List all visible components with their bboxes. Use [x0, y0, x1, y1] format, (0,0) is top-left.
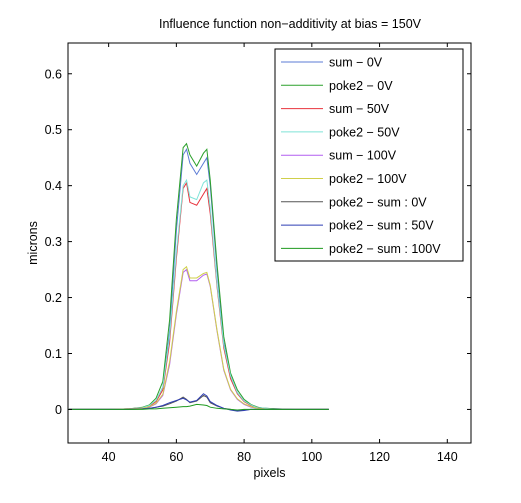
x-tick-label-3: 100: [301, 450, 322, 464]
y-tick-label-3: 0.3: [45, 235, 62, 249]
y-tick-label-0: 0: [55, 403, 62, 417]
legend-label-1: poke2 − 0V: [329, 79, 393, 93]
x-axis-label: pixels: [254, 466, 286, 480]
legend-label-7: poke2 − sum : 50V: [329, 219, 434, 233]
legend-label-8: poke2 − sum : 100V: [329, 242, 441, 256]
legend-label-0: sum − 0V: [329, 56, 383, 70]
x-tick-label-4: 120: [369, 450, 390, 464]
legend-label-5: poke2 − 100V: [329, 172, 407, 186]
series-line-3: [68, 178, 329, 410]
x-tick-label-5: 140: [437, 450, 458, 464]
y-tick-label-4: 0.4: [45, 179, 62, 193]
axis-ticks: 40 60 80 100 120 140 0 0.1 0.2 0.3 0.4 0.5 0.6: [45, 43, 471, 464]
x-tick-label-1: 60: [169, 450, 183, 464]
y-tick-label-2: 0.2: [45, 291, 62, 305]
y-tick-label-1: 0.1: [45, 347, 62, 361]
series-line-8: [68, 403, 329, 411]
legend-label-6: poke2 − sum : 0V: [329, 195, 427, 209]
legend-label-3: poke2 − 50V: [329, 125, 400, 139]
series-lines: [68, 142, 329, 412]
chart-title: Influence function non−additivity at bia…: [159, 17, 422, 31]
y-tick-label-6: 0.6: [45, 67, 62, 81]
legend: sum − 0V poke2 − 0V sum − 50V poke2 − 50V su…: [274, 48, 464, 262]
legend-label-4: sum − 100V: [329, 149, 397, 163]
legend-label-2: sum − 50V: [329, 102, 390, 116]
series-line-5: [68, 265, 329, 410]
y-axis-label: microns: [26, 221, 40, 265]
x-tick-label-0: 40: [102, 450, 116, 464]
y-tick-label-5: 0.5: [45, 123, 62, 137]
x-tick-label-2: 80: [237, 450, 251, 464]
